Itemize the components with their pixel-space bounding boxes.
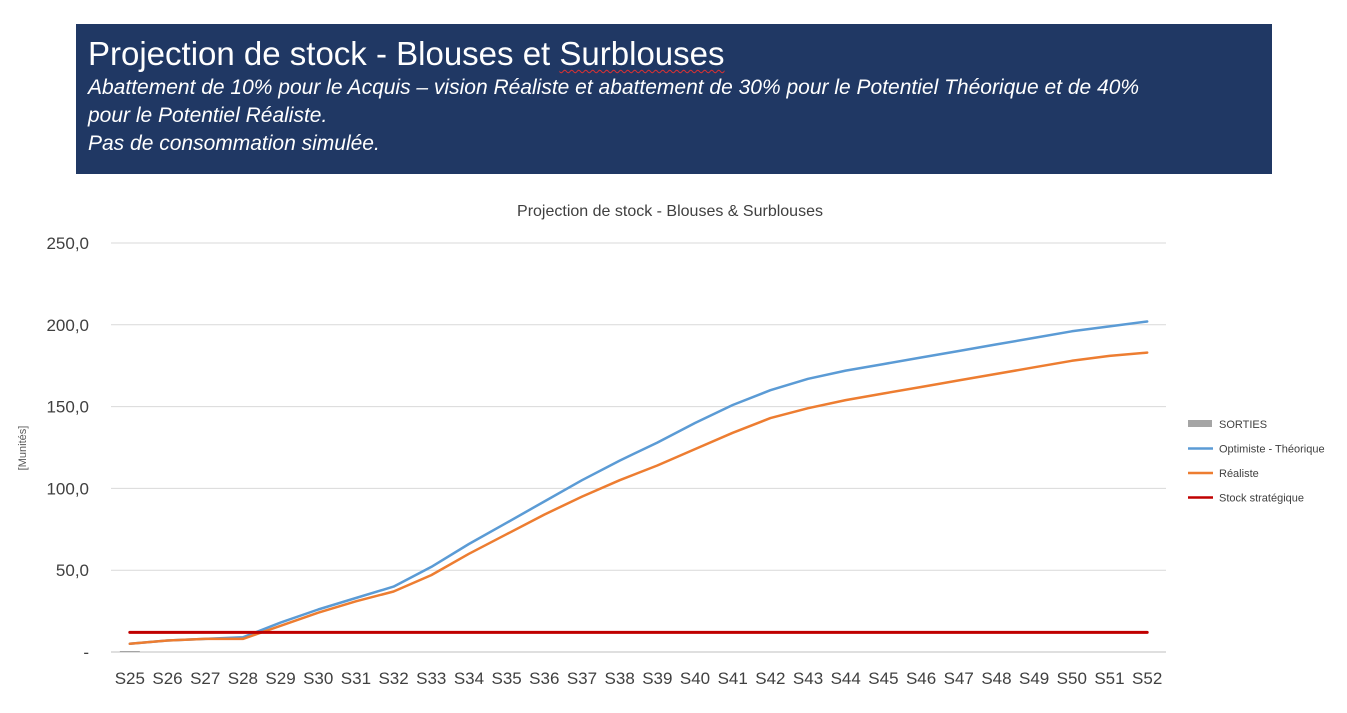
banner-title: Projection de stock - Blouses et Surblou… [88, 34, 1260, 74]
y-tick-label: - [83, 643, 89, 662]
banner-subtitle-line3: Pas de consommation simulée. [88, 132, 380, 155]
x-tick-label: S48 [981, 669, 1011, 688]
y-tick-label: 100,0 [46, 479, 89, 498]
x-tick-label: S36 [529, 669, 559, 688]
bar-sorties-S25 [119, 651, 140, 652]
x-tick-label: S28 [228, 669, 258, 688]
grid-lines [111, 242, 1166, 653]
x-tick-label: S37 [567, 669, 597, 688]
x-tick-label: S27 [190, 669, 220, 688]
banner-title-prefix: Projection de stock - Blouses et [88, 35, 560, 72]
y-tick-label: 250,0 [46, 234, 89, 253]
legend-label-2: Réaliste [1219, 468, 1259, 480]
legend-swatch-0 [1188, 420, 1212, 427]
x-tick-label: S46 [906, 669, 936, 688]
x-tick-label: S44 [831, 669, 861, 688]
series-lines [128, 320, 1149, 646]
x-tick-label: S33 [416, 669, 446, 688]
x-tick-label: S39 [642, 669, 672, 688]
series-bars [119, 651, 140, 652]
chart-title: Projection de stock - Blouses & Surblous… [517, 203, 823, 220]
x-tick-label: S47 [944, 669, 974, 688]
x-tick-label: S40 [680, 669, 710, 688]
y-tick-label: 150,0 [46, 398, 89, 417]
x-tick-label: S34 [454, 669, 484, 688]
x-tick-label: S51 [1094, 669, 1124, 688]
x-tick-label: S30 [303, 669, 333, 688]
y-tick-label: 50,0 [56, 561, 89, 580]
x-tick-label: S25 [115, 669, 145, 688]
legend-label-3: Stock stratégique [1219, 493, 1304, 505]
x-tick-label: S45 [868, 669, 898, 688]
x-tick-label: S32 [378, 669, 408, 688]
legend: SORTIES Optimiste - Théorique Réaliste Stoc… [1188, 419, 1325, 505]
x-tick-label: S35 [492, 669, 522, 688]
legend-label-0: SORTIES [1219, 419, 1267, 431]
x-tick-label: S31 [341, 669, 371, 688]
x-tick-label: S43 [793, 669, 823, 688]
x-tick-label: S42 [755, 669, 785, 688]
y-tick-label: 200,0 [46, 316, 89, 335]
series-line-2 [128, 351, 1149, 646]
x-tick-label: S38 [605, 669, 635, 688]
banner-subtitle-line1: Abattement de 10% pour le Acquis – visio… [88, 76, 1140, 99]
x-tick-label: S49 [1019, 669, 1049, 688]
y-tick-labels: - 50,0 100,0 150,0 200,0 250,0 [46, 234, 89, 662]
x-tick-label: S26 [152, 669, 182, 688]
x-tick-label: S41 [718, 669, 748, 688]
x-tick-label: S52 [1132, 669, 1162, 688]
x-tick-label: S29 [265, 669, 295, 688]
header-banner: Projection de stock - Blouses et Surblou… [76, 24, 1272, 174]
x-tick-label: S50 [1057, 669, 1087, 688]
y-axis-label: [Munités] [17, 426, 29, 471]
x-tick-labels: S25 S26 S27 S28 S29 S30 S31 S32 S33 S34 S35 S36 S37 S… [115, 669, 1163, 688]
legend-label-1: Optimiste - Théorique [1219, 444, 1325, 456]
series-line-1 [128, 320, 1149, 646]
banner-title-underlined: Surblouses [559, 35, 725, 72]
banner-subtitle-line2: pour le Potentiel Réaliste. [88, 104, 328, 127]
